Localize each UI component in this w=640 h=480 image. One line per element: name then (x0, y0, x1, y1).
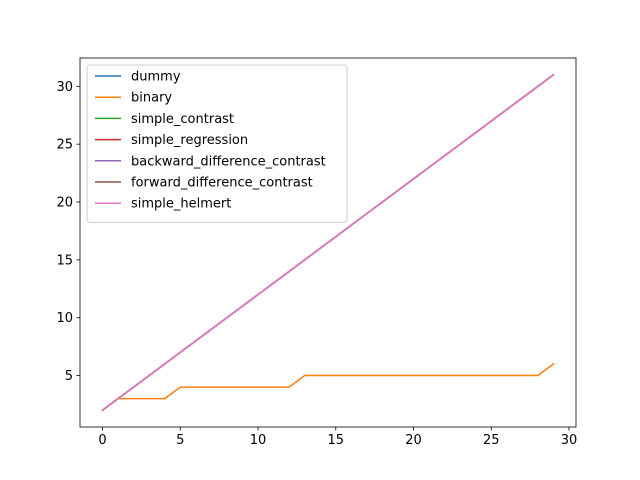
axes: 0 5 10 15 20 25 30 5 10 15 20 25 30 (56, 57, 578, 448)
x-tick-label: 15 (328, 433, 345, 448)
series-line-binary (101, 362, 555, 412)
legend-label: dummy (131, 70, 181, 85)
x-tick-label: 20 (405, 433, 422, 448)
x-tick-label: 25 (483, 433, 500, 448)
series-line-simple-helmert (101, 73, 555, 412)
plot-frame (79, 57, 577, 428)
x-tick-label: 5 (176, 433, 184, 448)
x-tick-label: 10 (250, 433, 267, 448)
legend: dummy binary simple_contrast simple_regress… (86, 64, 348, 223)
legend-label: backward_difference_contrast (131, 154, 326, 169)
y-tick-label: 5 (65, 369, 73, 384)
series-lines (101, 73, 555, 412)
legend-label: simple_helmert (131, 197, 231, 212)
y-tick-label: 10 (56, 311, 73, 326)
x-tick-label: 0 (98, 433, 106, 448)
x-tick-label: 30 (561, 433, 578, 448)
legend-box (86, 64, 348, 223)
legend-label: simple_contrast (131, 112, 234, 127)
legend-label: binary (131, 91, 172, 106)
y-tick-label: 25 (56, 138, 73, 153)
legend-label: forward_difference_contrast (131, 176, 313, 191)
y-tick-label: 20 (56, 196, 73, 211)
legend-label: simple_regression (131, 133, 248, 148)
y-tick-label: 30 (56, 80, 73, 95)
y-tick-label: 15 (56, 253, 73, 268)
